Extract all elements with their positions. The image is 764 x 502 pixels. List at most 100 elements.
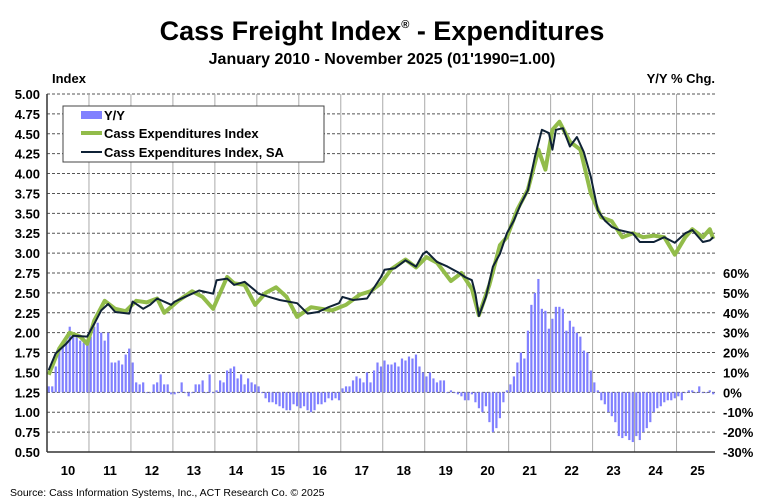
right-tick-label: 10% bbox=[723, 365, 749, 380]
yy-bar bbox=[551, 318, 554, 393]
legend: Y/Y Cass Expenditures Index Cass Expendi… bbox=[62, 105, 325, 163]
yy-bar bbox=[215, 390, 218, 393]
yy-bar bbox=[166, 384, 169, 393]
yy-bar bbox=[628, 392, 631, 441]
yy-bar bbox=[596, 390, 599, 393]
yy-bar bbox=[673, 392, 676, 399]
yy-bar bbox=[589, 370, 592, 393]
yy-bar bbox=[432, 378, 435, 393]
yy-bar bbox=[348, 386, 351, 393]
left-tick-label: 4.50 bbox=[15, 127, 40, 142]
yy-bar bbox=[302, 392, 306, 407]
yy-bar bbox=[191, 392, 194, 394]
yy-bar bbox=[526, 330, 529, 393]
yy-bar bbox=[505, 390, 509, 393]
yy-bar bbox=[89, 336, 92, 393]
yy-bar bbox=[138, 384, 141, 393]
yy-bar bbox=[474, 392, 477, 403]
yy-bar bbox=[565, 330, 568, 393]
yy-bar bbox=[278, 392, 281, 407]
yy-bar bbox=[435, 382, 439, 393]
yy-bar bbox=[519, 352, 522, 393]
x-tick-label: 22 bbox=[564, 463, 578, 478]
yy-bar bbox=[145, 392, 148, 394]
yy-bar bbox=[624, 392, 627, 437]
left-tick-label: 1.25 bbox=[15, 385, 40, 400]
yy-bar bbox=[600, 392, 603, 401]
yy-bar bbox=[645, 392, 648, 429]
yy-bar bbox=[229, 368, 232, 393]
right-tick-label: -30% bbox=[723, 445, 754, 460]
yy-bar bbox=[414, 354, 418, 393]
yy-bar bbox=[684, 392, 687, 394]
yy-bar bbox=[386, 364, 390, 393]
yy-bar bbox=[369, 382, 372, 393]
yy-bar bbox=[184, 392, 187, 394]
x-tick-label: 15 bbox=[271, 463, 285, 478]
yy-bar bbox=[299, 392, 302, 409]
left-tick-label: 2.75 bbox=[15, 266, 40, 281]
yy-bar bbox=[470, 392, 474, 395]
yy-bar bbox=[512, 376, 516, 393]
yy-bar bbox=[477, 392, 481, 409]
x-tick-label: 11 bbox=[103, 463, 117, 478]
yy-bar bbox=[65, 336, 68, 393]
yy-bar bbox=[498, 392, 502, 419]
yy-bar bbox=[705, 392, 708, 394]
yy-bar bbox=[383, 360, 386, 393]
yy-bar bbox=[635, 392, 638, 437]
yy-bar bbox=[316, 392, 320, 405]
yy-bar bbox=[107, 332, 110, 393]
yy-bar bbox=[110, 362, 113, 393]
yy-bar bbox=[691, 390, 694, 393]
left-tick-label: 5.00 bbox=[15, 87, 40, 102]
yy-bar bbox=[351, 380, 355, 393]
yy-bar bbox=[205, 392, 208, 394]
yy-bar bbox=[694, 392, 697, 394]
yy-bar bbox=[582, 350, 585, 393]
yy-bar bbox=[540, 308, 543, 393]
yy-bar bbox=[502, 392, 505, 403]
x-tick-label: 23 bbox=[606, 463, 620, 478]
legend-label-yy: Y/Y bbox=[104, 108, 125, 123]
yy-bar bbox=[274, 392, 278, 405]
x-tick-label: 13 bbox=[187, 463, 201, 478]
yy-bar bbox=[121, 364, 124, 393]
yy-bar bbox=[453, 392, 456, 394]
x-tick-label: 21 bbox=[522, 463, 536, 478]
yy-bar bbox=[260, 392, 264, 394]
yy-bar bbox=[404, 360, 407, 393]
yy-bar bbox=[390, 364, 393, 393]
left-tick-label: 2.25 bbox=[15, 306, 40, 321]
left-tick-label: 1.50 bbox=[15, 365, 40, 380]
yy-bar bbox=[54, 366, 57, 393]
right-axis-label: Y/Y % Chg. bbox=[647, 71, 715, 86]
yy-bar bbox=[75, 336, 78, 393]
yy-bar bbox=[344, 386, 348, 393]
left-tick-label: 4.75 bbox=[15, 107, 40, 122]
yy-bar bbox=[666, 392, 669, 401]
yy-bar bbox=[652, 392, 655, 413]
yy-bar bbox=[358, 378, 362, 393]
yy-bar bbox=[400, 358, 404, 393]
yy-bar bbox=[72, 332, 75, 393]
chart-title: Cass Freight Index® - Expenditures bbox=[160, 16, 605, 46]
yy-bar bbox=[58, 350, 61, 393]
x-tick-label: 10 bbox=[61, 463, 75, 478]
x-tick-label: 24 bbox=[648, 463, 663, 478]
yy-bar bbox=[516, 362, 519, 393]
yy-bar bbox=[79, 340, 82, 393]
yy-bar bbox=[558, 306, 561, 393]
yy-bar bbox=[365, 372, 369, 393]
yy-bar bbox=[481, 392, 484, 413]
yy-bar bbox=[397, 366, 400, 393]
left-tick-label: 3.50 bbox=[15, 206, 40, 221]
yy-bar bbox=[554, 306, 557, 393]
yy-bar bbox=[257, 386, 260, 393]
yy-bar bbox=[198, 384, 201, 393]
yy-bar bbox=[428, 372, 432, 393]
right-tick-label: -20% bbox=[723, 425, 754, 440]
yy-bar bbox=[617, 392, 620, 437]
yy-bar bbox=[638, 392, 641, 441]
yy-bar bbox=[180, 382, 183, 393]
